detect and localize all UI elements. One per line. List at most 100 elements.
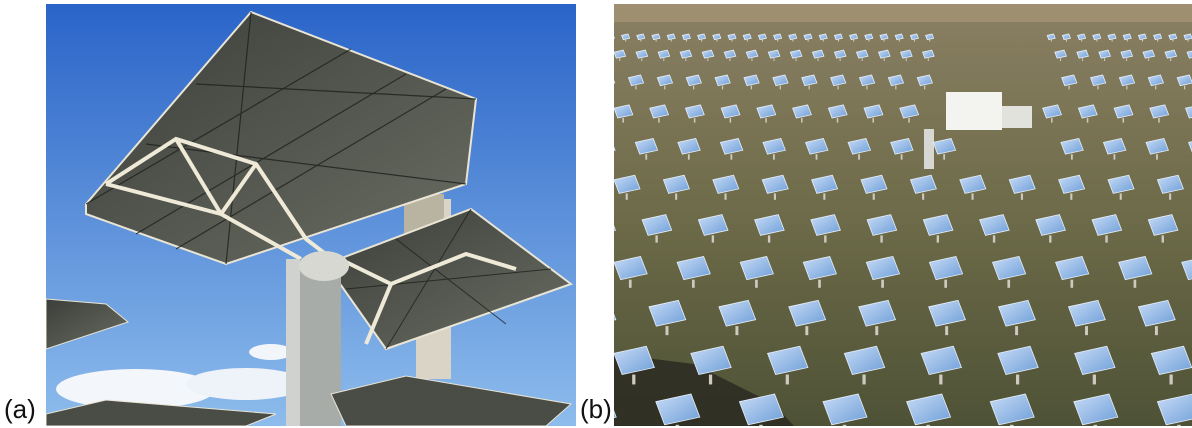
heliostat-post — [1070, 193, 1073, 200]
heliostat-mirror — [1098, 49, 1112, 59]
heliostat-post — [900, 154, 903, 160]
heliostat-mirror — [614, 255, 648, 281]
heliostat-mirror — [614, 174, 641, 194]
heliostat-mirror — [614, 410, 617, 418]
heliostat-post — [1133, 279, 1137, 288]
heliostat-post — [632, 374, 636, 385]
heliostat-post — [1020, 193, 1023, 200]
heliostat-mirror — [997, 345, 1039, 376]
heliostat-mirror — [1156, 393, 1192, 426]
heliostat-post — [914, 39, 915, 42]
heliostat-mirror — [1149, 104, 1170, 119]
heliostat-mirror — [1137, 33, 1147, 41]
heliostat-mirror — [1046, 33, 1056, 41]
heliostat-post — [1015, 374, 1020, 385]
heliostat-post — [872, 118, 875, 123]
heliostat-post — [1086, 118, 1089, 123]
heliostat-post — [927, 58, 929, 62]
heliostat-mirror — [1008, 174, 1036, 194]
heliostat-post — [751, 58, 753, 62]
heliostat-post — [686, 39, 687, 42]
heliostat-post — [1051, 118, 1053, 123]
heliostat-mirror — [1181, 259, 1192, 281]
heliostat-mirror — [614, 313, 617, 321]
heliostat-post — [1126, 39, 1128, 42]
heliostat-post — [1050, 39, 1052, 42]
heliostat-post — [773, 58, 775, 62]
heliostat-post — [922, 193, 925, 200]
heliostat-mirror — [1164, 49, 1178, 59]
heliostat-mirror — [697, 33, 707, 41]
heliostat-post — [1085, 326, 1088, 336]
heliostat-post — [880, 235, 883, 243]
heliostat-post — [936, 235, 940, 243]
heliostat-mirror — [894, 33, 904, 41]
heliostat-mirror — [1061, 74, 1078, 87]
panel-label-b: (b) — [580, 394, 612, 424]
heliostat-post — [861, 58, 863, 62]
heliostat-mirror — [855, 49, 869, 59]
heliostat-mirror — [858, 299, 897, 327]
heliostat-post — [711, 235, 715, 243]
heliostat-post — [785, 374, 789, 385]
heliostat-mirror — [789, 49, 803, 59]
heliostat-post — [762, 39, 763, 42]
heliostat-post — [663, 58, 665, 62]
heliostat-mirror — [1142, 49, 1156, 59]
heliostat-post — [1092, 374, 1096, 385]
heliostat-mirror — [877, 49, 891, 59]
heliostat-post — [731, 39, 733, 42]
heliostat-post — [1142, 39, 1143, 42]
heliostat-mirror — [1054, 49, 1067, 59]
heliostat-post — [670, 39, 672, 42]
heliostat-mirrors — [614, 33, 1192, 426]
heliostat-mirror — [879, 33, 889, 41]
heliostat-closeup-image — [46, 4, 576, 426]
heliostat-post — [721, 85, 724, 90]
heliostat-post — [992, 235, 996, 243]
heliostat-field-photo — [614, 4, 1192, 426]
heliostat-mirror — [681, 33, 691, 41]
heliostat-post — [693, 85, 695, 90]
heliostat-mirror — [677, 138, 701, 155]
heliostat-mirror — [648, 299, 687, 327]
heliostat-post — [945, 326, 949, 336]
heliostat-mirror — [614, 345, 655, 376]
heliostat-post — [1122, 118, 1125, 123]
heliostat-post — [837, 85, 839, 90]
heliostat-post — [1049, 235, 1052, 243]
heliostat-mirror — [666, 33, 676, 41]
heliostat-mirror — [1137, 299, 1176, 327]
heliostat-mirror — [1055, 255, 1090, 281]
heliostat-mirror — [649, 104, 670, 119]
heliostat-post — [1187, 39, 1189, 42]
heliostat-post — [685, 58, 687, 62]
heliostat-mirror — [1077, 104, 1098, 119]
heliostat-post — [883, 58, 885, 62]
heliostat-mirror — [701, 49, 715, 59]
heliostat-mirror — [614, 104, 634, 119]
heliostat-post — [1111, 39, 1113, 42]
heliostat-closeup-photo — [46, 4, 576, 426]
heliostat-mirror — [1077, 33, 1087, 41]
heliostat-post — [872, 193, 875, 200]
heliostat-mirror — [697, 214, 729, 236]
heliostat-mirror — [866, 214, 898, 236]
heliostat-post — [807, 39, 809, 42]
heliostat-mirror — [811, 49, 825, 59]
heliostat-post — [1170, 58, 1172, 62]
heliostat-mirror — [743, 74, 760, 87]
heliostat-post — [1155, 85, 1157, 90]
heliostat-post — [1081, 39, 1083, 42]
heliostat-post — [939, 374, 943, 385]
heliostat-post — [664, 85, 666, 90]
heliostat-mirror — [1042, 104, 1062, 119]
heliostat-mirror — [865, 255, 901, 281]
heliostat-mirror — [634, 138, 659, 155]
heliostat-mirror — [742, 33, 752, 41]
heliostat-post — [883, 39, 885, 42]
heliostat-post — [842, 424, 847, 426]
heliostat-mirror — [614, 225, 617, 231]
heliostat-mirror — [909, 174, 937, 194]
heliostat-post — [839, 58, 841, 62]
